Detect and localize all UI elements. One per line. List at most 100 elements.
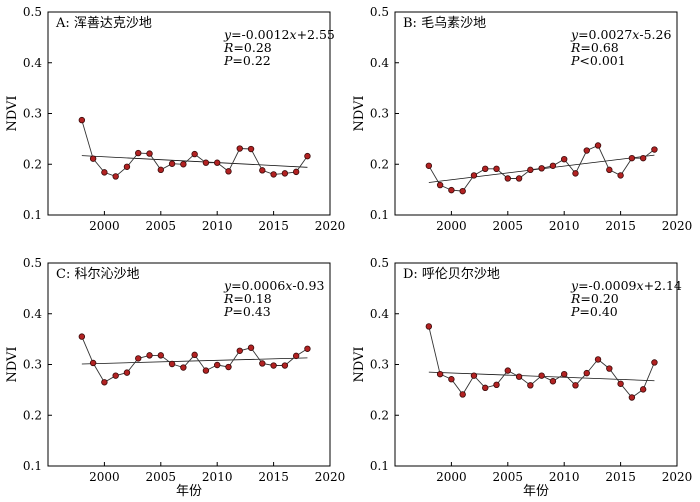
y-tick-label: 0.4	[23, 56, 42, 70]
ndvi-point	[202, 367, 210, 374]
ndvi-point	[259, 167, 266, 174]
ndvi-point	[89, 155, 97, 162]
ndvi-point	[515, 373, 523, 380]
trend-line	[81, 357, 308, 365]
chart-panel-4: 2000 2005 2010 2015 2020 0.1 0.2 0.3 0.4 0.5 NDVI 年…	[352, 256, 692, 499]
ndvi-point	[123, 163, 131, 170]
x-tick-label: 2020	[662, 470, 693, 484]
ndvi-point	[247, 344, 255, 351]
y-axis-label: NDVI	[5, 95, 20, 131]
ndvi-point	[572, 170, 579, 177]
ndvi-point	[259, 360, 266, 367]
ndvi-point	[225, 363, 232, 371]
significance-p: P=0.22	[223, 53, 271, 68]
ndvi-point	[89, 359, 97, 367]
ndvi-point	[247, 145, 255, 153]
ndvi-point	[112, 173, 119, 180]
panel-title: B: 毛乌素沙地	[403, 15, 486, 31]
x-tick-label: 2020	[315, 219, 346, 233]
ndvi-point	[606, 166, 613, 174]
y-tick-label: 0.3	[370, 107, 389, 121]
ndvi-point	[436, 370, 444, 378]
correlation-r: R=0.20	[570, 291, 619, 306]
y-tick-label: 0.3	[23, 107, 42, 121]
correlation-r: R=0.18	[223, 291, 272, 306]
chart-panel-1: 2000 2005 2010 2015 2020 0.1 0.2 0.3 0.4 0.5 NDVI A…	[5, 5, 345, 233]
ndvi-point	[493, 165, 500, 173]
x-tick-label: 2000	[89, 470, 120, 484]
x-tick-label: 2010	[202, 470, 233, 484]
x-tick-label: 2005	[493, 219, 524, 233]
ndvi-point	[459, 187, 466, 195]
correlation-r: R=0.68	[570, 40, 619, 55]
y-tick-label: 0.5	[370, 256, 389, 270]
ndvi-point	[583, 147, 590, 154]
y-tick-label: 0.5	[370, 5, 389, 19]
ndvi-point	[101, 379, 108, 386]
ndvi-point	[527, 382, 534, 389]
x-tick-label: 2020	[662, 219, 693, 233]
ndvi-point	[628, 394, 636, 401]
x-tick-label: 2005	[146, 219, 177, 233]
y-tick-label: 0.1	[370, 459, 389, 473]
chart-panel-2: 2000 2005 2010 2015 2020 0.1 0.2 0.3 0.4 0.5 NDVI B…	[352, 5, 692, 233]
ndvi-point	[270, 171, 277, 178]
ndvi-point	[651, 359, 658, 366]
x-tick-label: 2015	[605, 470, 636, 484]
ndvi-point	[168, 160, 176, 167]
ndvi-point	[146, 150, 153, 157]
y-tick-label: 0.1	[23, 459, 42, 473]
ndvi-point	[112, 372, 119, 379]
ndvi-point	[504, 367, 511, 374]
panel-title: D: 呼伦贝尔沙地	[403, 267, 500, 282]
ndvi-point	[304, 345, 311, 352]
ndvi-point	[292, 352, 300, 360]
ndvi-point	[482, 165, 489, 173]
ndvi-point	[482, 384, 489, 392]
ndvi-point	[78, 333, 86, 340]
ndvi-series-line	[81, 119, 308, 177]
y-tick-label: 0.1	[23, 208, 42, 222]
ndvi-point	[157, 352, 164, 359]
ndvi-point	[168, 360, 176, 368]
regression-equation: y=-0.0009x+2.14	[570, 278, 682, 293]
ndvi-point	[157, 166, 164, 174]
ndvi-point	[436, 181, 444, 189]
regression-equation: y=0.0006x-0.93	[223, 278, 324, 293]
ndvi-point	[448, 186, 455, 194]
x-tick-label: 2000	[436, 470, 467, 484]
ndvi-point	[549, 378, 557, 385]
ndvi-point	[304, 152, 311, 160]
ndvi-point	[236, 347, 243, 354]
x-tick-label: 2015	[605, 219, 636, 233]
y-tick-label: 0.4	[370, 56, 389, 70]
plot-frame	[394, 262, 678, 467]
ndvi-point	[135, 149, 142, 157]
ndvi-point	[101, 169, 108, 176]
ndvi-point	[651, 146, 658, 153]
ndvi-point	[617, 380, 624, 387]
ndvi-point	[225, 168, 232, 175]
ndvi-point	[470, 372, 478, 379]
ndvi-point	[493, 381, 500, 388]
ndvi-point	[617, 172, 624, 179]
ndvi-point	[639, 386, 647, 393]
ndvi-point	[594, 142, 602, 149]
ndvi-point	[236, 145, 243, 152]
x-tick-label: 2015	[258, 470, 289, 484]
y-tick-label: 0.5	[23, 5, 42, 19]
x-tick-label: 2015	[258, 219, 289, 233]
ndvi-point	[135, 355, 142, 362]
y-axis-label: NDVI	[352, 346, 367, 382]
y-tick-label: 0.5	[23, 256, 42, 270]
chart-panel-3: 2000 2005 2010 2015 2020 0.1 0.2 0.3 0.4 0.5 NDVI 年…	[5, 256, 345, 499]
ndvi-point	[213, 159, 221, 166]
ndvi-point	[549, 162, 557, 169]
ndvi-point	[146, 352, 153, 359]
ndvi-point	[180, 364, 187, 371]
x-tick-label: 2020	[315, 470, 346, 484]
ndvi-point	[78, 116, 86, 124]
ndvi-point	[470, 172, 478, 179]
ndvi-point	[270, 362, 277, 369]
